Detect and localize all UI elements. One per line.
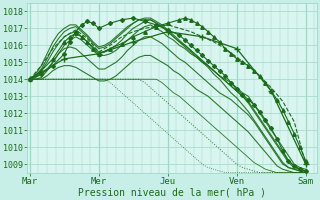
X-axis label: Pression niveau de la mer( hPa ): Pression niveau de la mer( hPa ) xyxy=(78,187,266,197)
